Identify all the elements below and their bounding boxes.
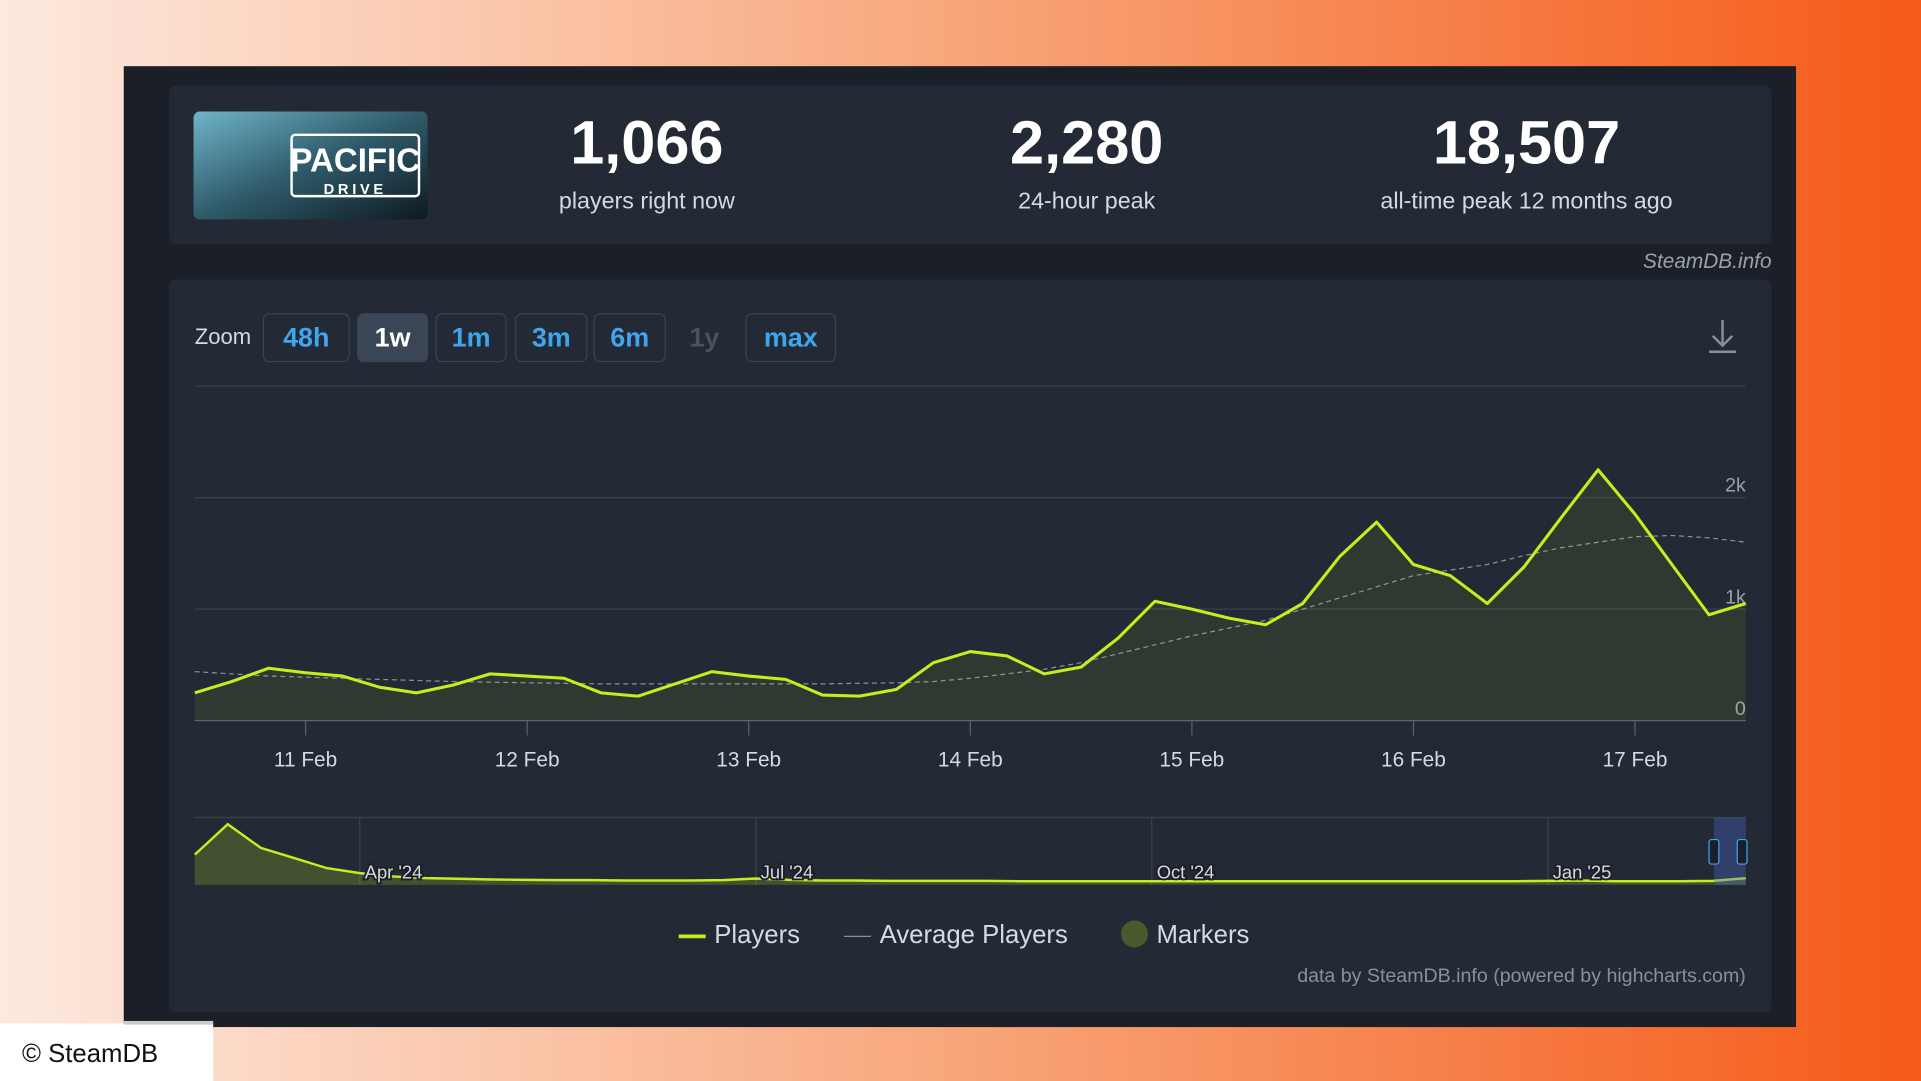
stat-label: players right now [559,187,735,213]
zoom-button[interactable] [435,313,507,363]
logo-text: PACIFIC [290,143,420,180]
zoom-label: Zoom [195,324,251,349]
zoom-button-label[interactable]: 48h [283,323,329,353]
stat-value: 1,066 [570,108,723,176]
legend-label[interactable]: Markers [1157,921,1250,949]
zoom-button-label[interactable]: 3m [532,323,571,353]
series-line [194,468,1747,698]
zoom-button-label: 1y [689,323,719,353]
zoom-button-label[interactable]: 1w [375,323,411,353]
series-line [194,534,1746,685]
navigator-label: Jul '24 [761,862,814,883]
y-tick-label: 1k [1725,586,1746,608]
zoom-button-label[interactable]: 1m [452,323,491,353]
download-icon[interactable] [1709,319,1737,353]
x-tick-label: 17 Feb [1603,749,1668,772]
icon-stroke [1711,334,1734,348]
scroll-hint [123,1020,214,1025]
zoom-button-label[interactable]: max [764,323,818,353]
navigator-line [193,822,1746,883]
legend-label[interactable]: Players [714,921,800,949]
legend-label[interactable]: Average Players [880,921,1068,949]
stat-value: 2,280 [1010,108,1163,176]
zoom-button[interactable] [515,313,588,363]
series-area [194,469,1746,721]
game-logo[interactable] [193,111,428,220]
x-tick-label: 11 Feb [274,749,337,772]
navigator-label: Oct '24 [1157,862,1215,883]
x-tick-label: 12 Feb [495,749,560,772]
y-tick-label: 2k [1725,475,1746,497]
chart-card [169,279,1772,1013]
navigator-handle[interactable] [1736,838,1748,865]
zoom-button[interactable] [262,313,350,363]
x-tick-label: 16 Feb [1381,749,1446,772]
navigator-label: Apr '24 [365,862,423,883]
credits[interactable]: data by SteamDB.info (powered by highcha… [1297,965,1746,987]
legend-symbol [1120,920,1148,948]
stat-label: 24-hour peak [1018,187,1155,213]
y-tick-label: 0 [1735,698,1746,720]
stats-card [169,85,1772,244]
logo-text: DRIVE [324,182,387,198]
stat-value: 18,507 [1433,108,1620,176]
x-tick-label: 15 Feb [1159,749,1224,772]
zoom-button[interactable] [593,313,666,363]
navigator-label: Jan '25 [1553,862,1612,883]
zoom-button[interactable] [357,313,429,363]
source[interactable]: SteamDB.info [1643,250,1771,273]
copyright-box [0,1023,214,1081]
navigator-label: Oct '24 [1157,862,1215,883]
navigator-label: Jul '24 [761,862,814,883]
zoom-button-label[interactable]: 6m [610,323,649,353]
x-tick-label: 13 Feb [716,749,781,772]
copyright: © SteamDB [22,1040,158,1068]
navigator-label: Apr '24 [365,862,423,883]
x-tick-label: 14 Feb [938,749,1003,772]
navigator-handle[interactable] [1708,838,1720,865]
logo-frame [290,133,421,198]
stat-label: all-time peak 12 months ago [1380,187,1672,213]
navigator-label: Jan '25 [1553,862,1612,883]
navigator-area [194,824,1746,885]
zoom-button[interactable] [745,313,837,363]
